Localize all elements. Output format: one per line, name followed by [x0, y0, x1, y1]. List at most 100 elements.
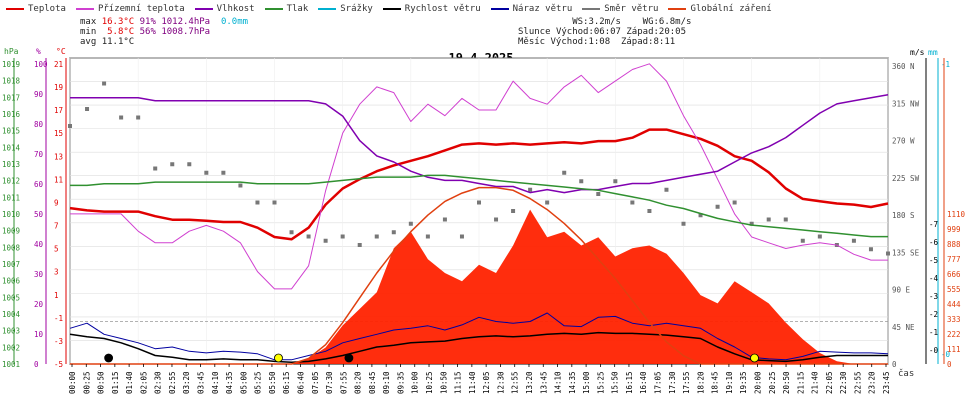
- humidity-tick-label: 100: [34, 60, 48, 69]
- x-tick-label: 00:50: [97, 371, 106, 394]
- x-tick-label: 15:25: [596, 371, 605, 394]
- wind-direction-point: [425, 234, 430, 239]
- legend-swatch: [668, 8, 687, 10]
- chart-legend: Teplota Přízemní teplota Vlhkost Tlak Srážky…: [6, 2, 782, 16]
- series-line-teplota: [69, 128, 889, 241]
- x-tick-label: 11:40: [468, 371, 477, 394]
- wind-direction-point: [511, 209, 516, 213]
- x-tick-label: 21:15: [796, 371, 805, 394]
- radiation-tick-label: 111: [947, 345, 961, 354]
- temperature-tick-label: 9: [54, 198, 59, 207]
- temperature-unit: °C: [56, 47, 66, 56]
- wind-direction-tick-label: 90 E: [892, 286, 911, 295]
- series-line-vlhkost: [70, 93, 889, 194]
- temperature-tick-label: 13: [54, 152, 63, 161]
- x-tick-label: 01:40: [125, 371, 134, 394]
- legend-swatch: [6, 8, 24, 10]
- wind-direction-point: [187, 162, 192, 167]
- wind-direction-point: [255, 200, 260, 205]
- x-tick-label: 04:35: [225, 371, 234, 394]
- astro-ws: WS:3.2m/s: [572, 17, 621, 27]
- temperature-tick-label: -3: [54, 337, 63, 346]
- wind-direction-point: [238, 183, 243, 188]
- legend-item: Směr větru: [582, 2, 658, 16]
- legend-label: Rychlost větru: [404, 4, 481, 14]
- legend-swatch: [582, 8, 601, 10]
- astro-sun-label: Slunce: [518, 27, 551, 37]
- x-tick-label: 23:45: [882, 371, 891, 394]
- legend-swatch: [264, 8, 283, 10]
- wind-direction-point: [732, 200, 737, 205]
- pressure-tick-label: 1002: [2, 343, 20, 352]
- radiation-tick-label: 222: [947, 330, 961, 339]
- humidity-tick-label: 90: [34, 90, 44, 99]
- x-tick-label: 21:40: [811, 371, 820, 394]
- wind-direction-point: [289, 230, 294, 235]
- wind-speed-tick-label: -5: [929, 256, 938, 265]
- wind-direction-point: [783, 217, 788, 222]
- temperature-tick-label: 19: [54, 83, 63, 92]
- wind-direction-point: [204, 170, 209, 175]
- pressure-tick-label: 1013: [2, 160, 20, 169]
- legend-swatch: [490, 8, 509, 10]
- series-line-p-zemn-teplota: [70, 63, 888, 290]
- wind-direction-point: [698, 213, 703, 218]
- wind-direction-point: [306, 234, 311, 239]
- x-tick-label: 07:30: [325, 371, 334, 394]
- pressure-tick-label: 1017: [2, 93, 20, 102]
- stat-max-hum: 91%: [139, 17, 156, 27]
- x-tick-label: 02:30: [154, 371, 163, 394]
- radiation-tick-label: 555: [947, 285, 961, 294]
- x-tick-label: 07:55: [339, 371, 348, 394]
- sunrise-marker: [274, 353, 283, 363]
- wind-direction-point: [664, 187, 669, 192]
- wind-speed-tick-label: -3: [929, 292, 938, 301]
- wind-direction-point: [851, 238, 856, 243]
- temperature-tick-label: 11: [54, 175, 63, 184]
- x-tick-label: 12:05: [482, 371, 491, 394]
- humidity-tick-label: 60: [34, 180, 44, 189]
- legend-item: Vlhkost: [194, 2, 255, 16]
- humidity-tick-label: 10: [34, 330, 44, 339]
- wind-direction-point: [391, 230, 396, 235]
- x-tick-label: 22:30: [839, 371, 848, 394]
- wind-direction-tick-label: 0: [892, 360, 897, 369]
- pressure-tick-label: 1009: [2, 227, 20, 236]
- x-tick-label: 10:00: [411, 371, 420, 394]
- pressure-tick-label: 1018: [2, 77, 21, 86]
- legend-swatch: [382, 8, 401, 10]
- wind-direction-point: [817, 234, 822, 239]
- x-tick-label: 05:25: [254, 371, 263, 394]
- x-tick-label: 10:50: [439, 371, 448, 394]
- x-tick-label: 23:20: [868, 371, 877, 394]
- x-tick-label: 08:20: [354, 371, 363, 394]
- pressure-tick-label: 1019: [2, 60, 20, 69]
- x-tick-label: 20:00: [753, 371, 762, 394]
- x-tick-label: 10:25: [425, 371, 434, 394]
- x-tick-label: 01:15: [111, 371, 120, 394]
- legend-label: Teplota: [28, 4, 66, 14]
- astro-moon-set: Západ:8:11: [620, 37, 676, 47]
- x-tick-label: 06:40: [296, 371, 305, 394]
- legend-item: Přízemní teplota: [75, 2, 185, 16]
- wind-direction-point: [221, 170, 226, 175]
- wind-direction-point: [170, 162, 175, 167]
- wind-direction-point: [272, 200, 277, 205]
- sunset-marker: [750, 353, 759, 363]
- wind-direction-point: [715, 204, 720, 209]
- wind-direction-point: [374, 234, 379, 239]
- wind-direction-point: [579, 179, 584, 184]
- temperature-tick-label: 1: [54, 291, 59, 300]
- wind-direction-point: [340, 234, 345, 239]
- wind-direction-point: [459, 234, 464, 239]
- x-tick-label: 16:15: [625, 371, 634, 394]
- x-tick-label: 13:45: [539, 371, 548, 394]
- legend-label: Globální záření: [690, 4, 772, 14]
- wind-direction-point: [528, 187, 533, 192]
- legend-item: Srážky: [318, 2, 373, 16]
- wind-direction-point: [596, 192, 601, 196]
- wind-direction-point: [477, 200, 481, 205]
- wind-direction-point: [886, 251, 890, 256]
